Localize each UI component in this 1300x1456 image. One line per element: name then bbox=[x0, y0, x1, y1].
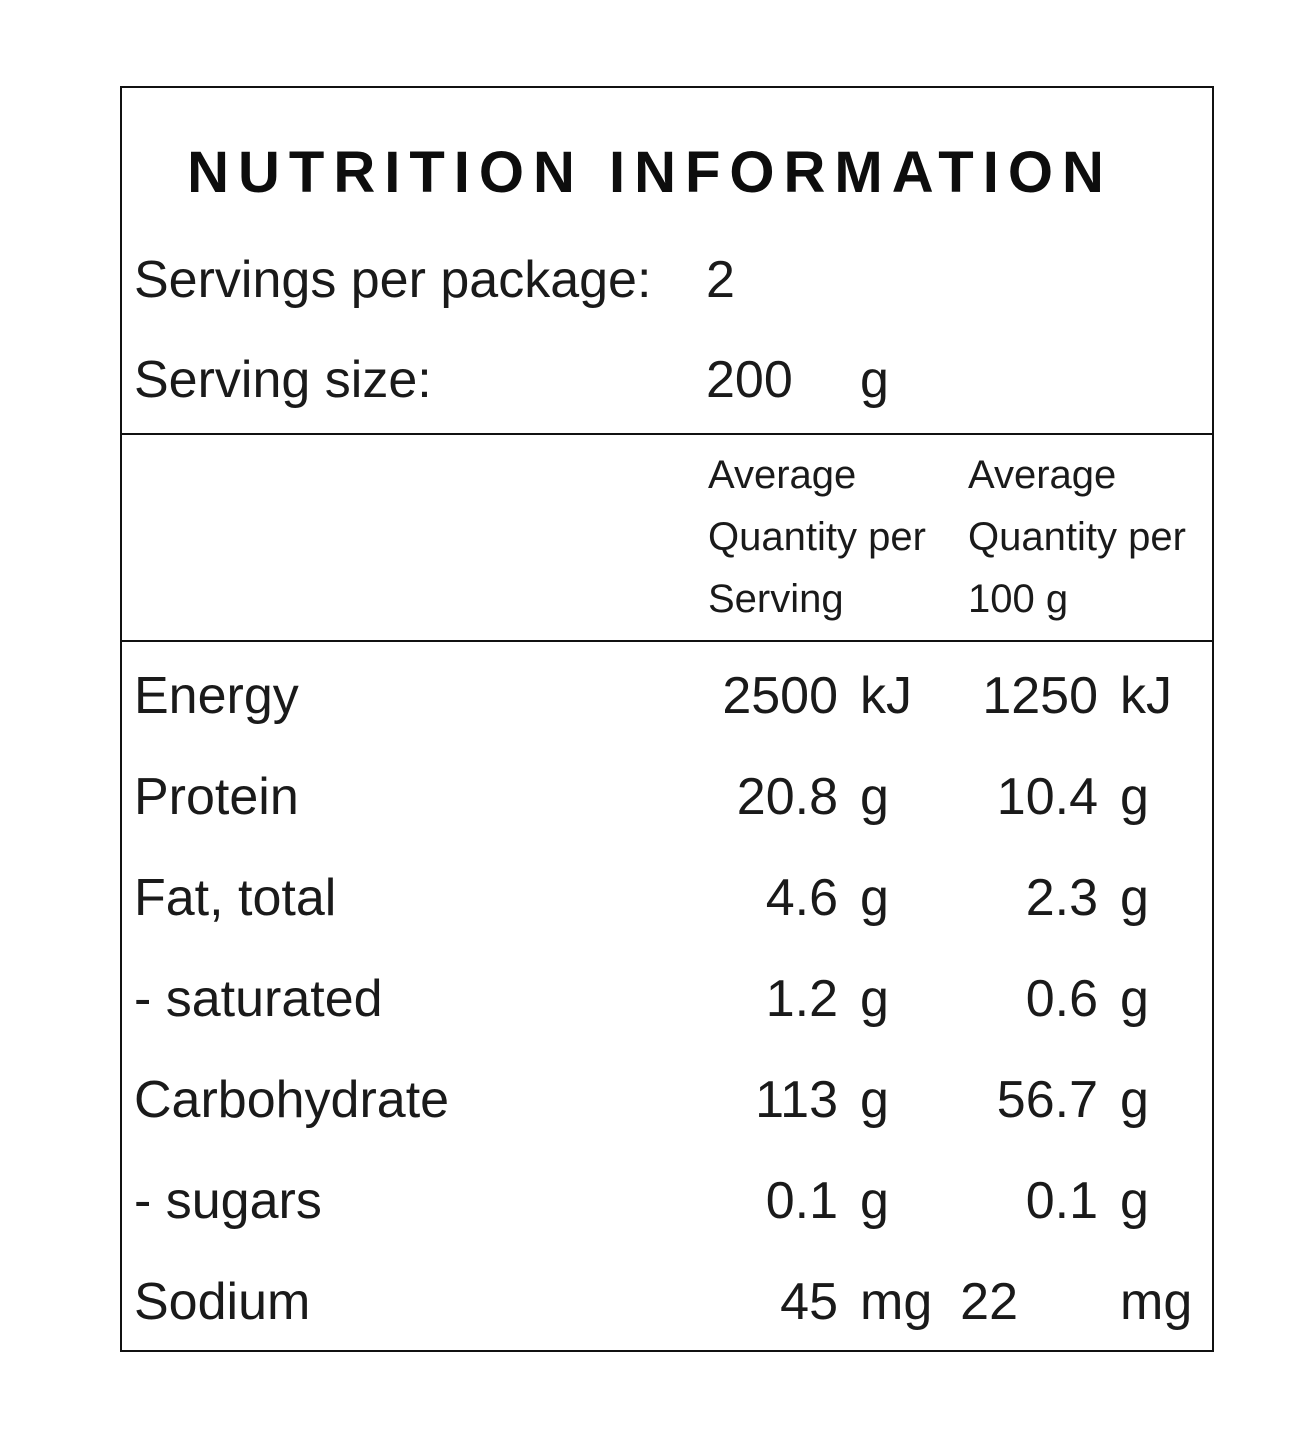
carbohydrate-per100-value: 56.7 bbox=[996, 1071, 1098, 1129]
protein-per100-value: 10.4 bbox=[996, 768, 1098, 826]
header-per-serving-line-2: Quantity per bbox=[708, 515, 926, 559]
sugars-per100-unit: g bbox=[1120, 1172, 1149, 1230]
divider-top bbox=[120, 433, 1214, 435]
nutrient-name-energy: Energy bbox=[134, 667, 299, 725]
saturated-serving-unit: g bbox=[860, 970, 889, 1028]
divider-header bbox=[120, 640, 1214, 642]
fat-total-per100-value: 2.3 bbox=[1025, 869, 1098, 927]
serving-size-unit: g bbox=[860, 351, 889, 409]
protein-per100-unit: g bbox=[1120, 768, 1149, 826]
nutrient-name-carbohydrate: Carbohydrate bbox=[134, 1071, 450, 1129]
carbohydrate-per100-unit: g bbox=[1120, 1071, 1149, 1129]
carbohydrate-serving-unit: g bbox=[860, 1071, 889, 1129]
nutrition-panel bbox=[120, 86, 1214, 1352]
header-per-100g-line-3: 100 g bbox=[968, 577, 1069, 621]
saturated-per100-unit: g bbox=[1120, 970, 1149, 1028]
fat-total-per100-unit: g bbox=[1120, 869, 1149, 927]
energy-serving-value: 2500 bbox=[722, 667, 838, 725]
sodium-serving-unit: mg bbox=[860, 1273, 933, 1331]
energy-serving-unit: kJ bbox=[860, 667, 912, 725]
nutrient-name-protein: Protein bbox=[134, 768, 299, 826]
header-per-100g-line-2: Quantity per bbox=[968, 515, 1186, 559]
header-per-serving-line-3: Serving bbox=[708, 577, 844, 621]
fat-total-serving-unit: g bbox=[860, 869, 889, 927]
energy-per100-unit: kJ bbox=[1120, 667, 1172, 725]
sugars-serving-value: 0.1 bbox=[765, 1172, 838, 1230]
header-per-serving-line-1: Average bbox=[708, 453, 857, 497]
servings-per-package-label: Servings per package: bbox=[134, 251, 652, 309]
nutrient-name-sugars: - sugars bbox=[134, 1172, 322, 1230]
sodium-per100-unit: mg bbox=[1120, 1273, 1193, 1331]
saturated-serving-value: 1.2 bbox=[765, 970, 838, 1028]
sugars-per100-value: 0.1 bbox=[1025, 1172, 1098, 1230]
serving-size-label: Serving size: bbox=[134, 351, 432, 409]
nutrient-name-sodium: Sodium bbox=[134, 1273, 311, 1331]
protein-serving-value: 20.8 bbox=[736, 768, 838, 826]
nutrient-name-saturated: - saturated bbox=[134, 970, 383, 1028]
panel-title: NUTRITION INFORMATION bbox=[187, 140, 1113, 205]
carbohydrate-serving-value: 113 bbox=[755, 1071, 838, 1129]
energy-per100-value: 1250 bbox=[982, 667, 1098, 725]
saturated-per100-value: 0.6 bbox=[1025, 970, 1098, 1028]
fat-total-serving-value: 4.6 bbox=[765, 869, 838, 927]
sodium-serving-value: 45 bbox=[780, 1273, 838, 1331]
serving-size-value: 200 bbox=[706, 351, 793, 409]
servings-per-package-value: 2 bbox=[706, 251, 735, 309]
nutrient-name-fat-total: Fat, total bbox=[134, 869, 337, 927]
sugars-serving-unit: g bbox=[860, 1172, 889, 1230]
protein-serving-unit: g bbox=[860, 768, 889, 826]
header-per-100g-line-1: Average bbox=[968, 453, 1117, 497]
sodium-per100-value: 22 bbox=[960, 1273, 1018, 1331]
